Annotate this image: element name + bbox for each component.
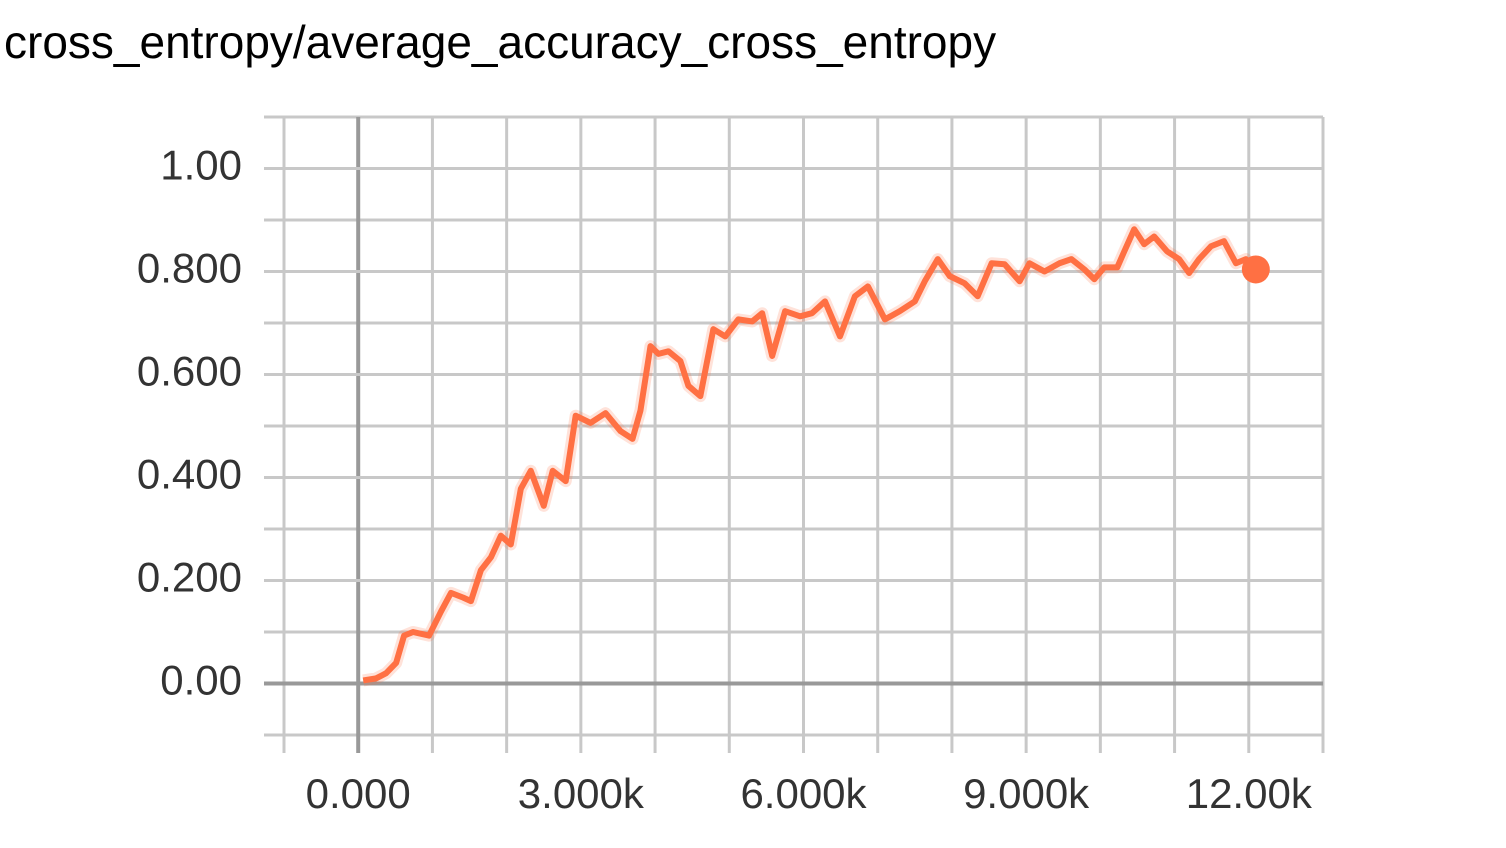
x-tick-label: 0.000 xyxy=(306,770,411,817)
y-tick-label: 0.400 xyxy=(137,451,242,498)
y-tick-label: 1.00 xyxy=(160,142,242,189)
last-point xyxy=(1241,255,1270,284)
x-tick-label: 9.000k xyxy=(963,770,1090,817)
series-line xyxy=(362,226,1258,684)
x-tick-label: 6.000k xyxy=(740,770,867,817)
y-tick-label: 0.600 xyxy=(137,348,242,395)
x-tick-label: 3.000k xyxy=(518,770,645,817)
x-tick-label: 12.00k xyxy=(1186,770,1313,817)
chart-title: cross_entropy/average_accuracy_cross_ent… xyxy=(4,16,996,68)
series-halo xyxy=(362,223,1261,687)
y-tick-label: 0.200 xyxy=(137,554,242,601)
y-tick-label: 0.00 xyxy=(160,657,242,704)
y-tick-label: 0.800 xyxy=(137,245,242,292)
